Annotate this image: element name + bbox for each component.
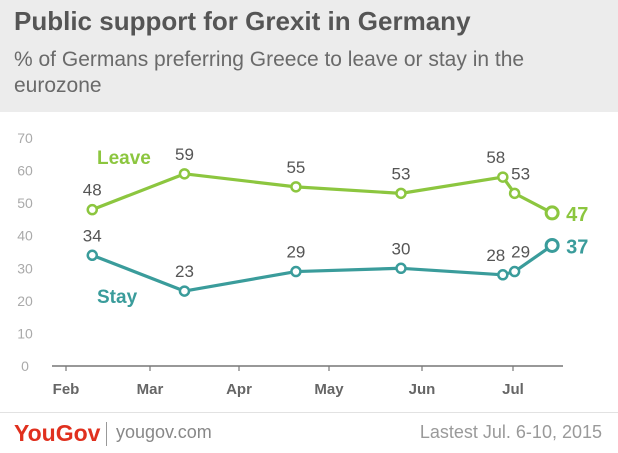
data-label: 55	[286, 158, 305, 177]
data-label: 37	[566, 236, 588, 258]
chart-title: Public support for Grexit in Germany	[14, 6, 471, 36]
chart-header: Public support for Grexit in Germany % o…	[0, 0, 618, 112]
footer-divider	[106, 422, 107, 446]
survey-date-note: Lastest Jul. 6-10, 2015	[419, 422, 602, 442]
y-tick-label: 70	[17, 130, 33, 146]
data-label: 59	[175, 145, 194, 164]
data-label: 47	[566, 204, 588, 226]
data-label: 29	[286, 243, 305, 262]
x-tick-label: Feb	[53, 381, 80, 398]
data-point	[508, 265, 521, 278]
data-label: 34	[83, 226, 102, 245]
yougov-logo: YouGov	[14, 420, 101, 446]
data-label: 28	[486, 246, 505, 265]
series-line	[91, 244, 554, 293]
data-point	[544, 205, 560, 221]
series-line	[91, 172, 553, 215]
y-axis-ticks: 0 10 20 30 40 50 60 70	[17, 130, 33, 374]
data-point	[497, 269, 509, 281]
x-tick-label: May	[314, 381, 344, 398]
y-tick-label: 60	[17, 163, 33, 179]
chart-footer: YouGov yougov.com Lastest Jul. 6-10, 201…	[0, 412, 618, 453]
data-point	[395, 187, 407, 200]
data-label: 48	[83, 181, 102, 200]
y-tick-label: 20	[17, 293, 33, 309]
data-point	[508, 187, 521, 200]
y-tick-label: 0	[21, 358, 29, 374]
y-tick-label: 50	[17, 195, 33, 211]
x-axis-ticks: Feb Mar Apr May Jun Jul	[53, 366, 524, 398]
x-tick-label: Apr	[226, 381, 252, 398]
data-label: 53	[511, 164, 530, 183]
data-point	[544, 237, 560, 253]
x-tick-label: Jun	[409, 381, 436, 398]
series-name-label: Stay	[97, 287, 138, 308]
data-point	[497, 171, 509, 183]
series-group: 48 59 55 53 58 53 47 Leave 34 23 29 30 28 29 37 Stay	[83, 145, 589, 308]
data-point	[178, 285, 191, 297]
chart-subtitle: % of Germans preferring Greece to leave …	[14, 48, 525, 97]
y-tick-label: 10	[17, 325, 33, 341]
y-tick-label: 30	[17, 260, 33, 276]
data-point	[290, 265, 302, 278]
data-point	[290, 181, 302, 193]
data-point	[395, 262, 407, 275]
series-stay: 34 23 29 30 28 29 37 Stay	[83, 226, 589, 308]
x-tick-label: Jul	[502, 381, 524, 398]
line-chart: 0 10 20 30 40 50 60 70 Feb Mar Apr May Jun Jul 48 59 5…	[17, 130, 589, 398]
series-name-label: Leave	[97, 148, 151, 169]
data-label: 30	[392, 239, 411, 258]
data-label: 29	[511, 243, 530, 262]
data-point	[86, 249, 99, 262]
data-label: 53	[392, 164, 411, 183]
y-tick-label: 40	[17, 228, 33, 244]
x-tick-label: Mar	[137, 381, 164, 398]
series-leave: 48 59 55 53 58 53 47 Leave	[83, 145, 589, 226]
data-point	[86, 203, 99, 216]
data-point	[178, 168, 191, 180]
data-label: 58	[486, 148, 505, 167]
source-link[interactable]: yougov.com	[116, 422, 212, 442]
data-label: 23	[175, 262, 194, 281]
